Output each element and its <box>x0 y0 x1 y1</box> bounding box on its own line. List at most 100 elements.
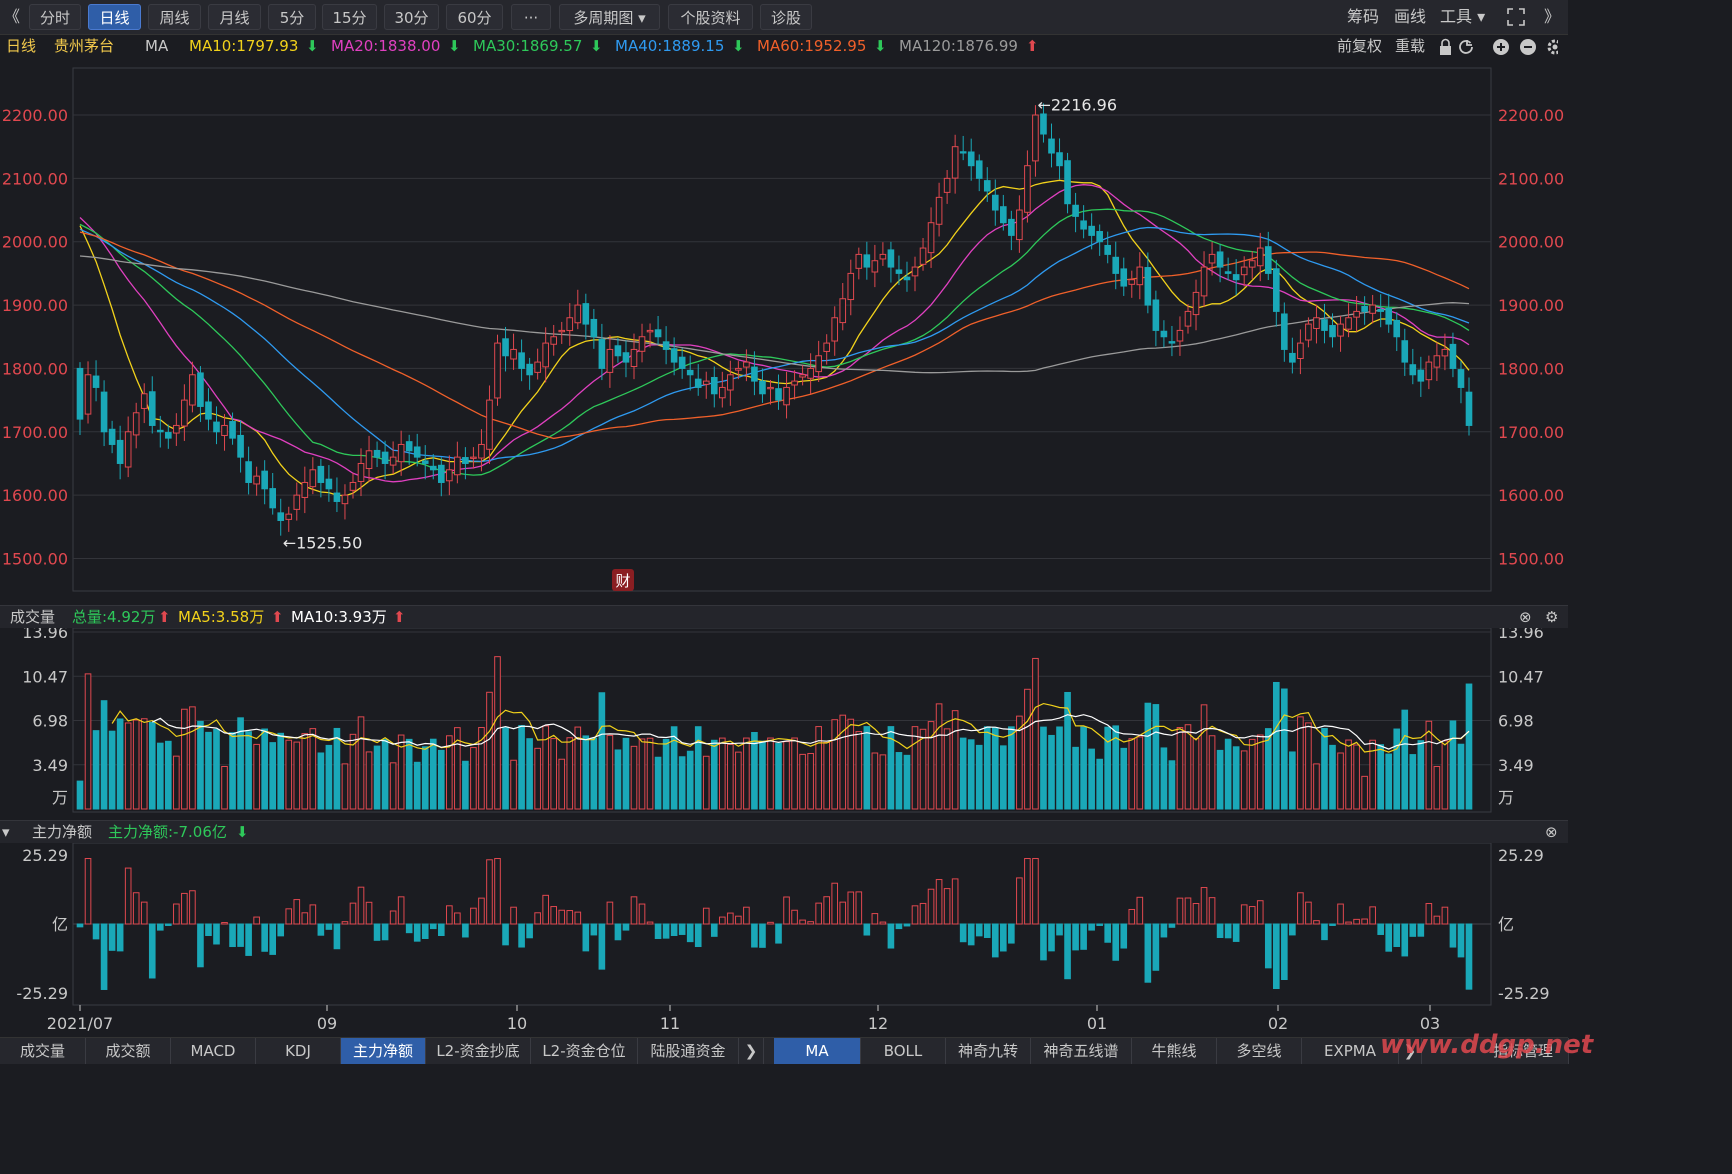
netflow-bar-in <box>1433 915 1441 925</box>
candle-down <box>1056 152 1063 167</box>
volume-bar-down <box>1168 760 1176 810</box>
indicator-name[interactable]: MA <box>145 37 169 55</box>
chevron-right-icon[interactable]: ❯ <box>739 1038 764 1064</box>
volume-bar-up <box>470 747 477 810</box>
tab-kdj[interactable]: KDJ <box>256 1038 341 1064</box>
period-tab-30min[interactable]: 30分 <box>384 4 439 30</box>
tab-main-netflow[interactable]: 主力净额 <box>341 1038 426 1064</box>
volume-bar-down <box>197 720 204 810</box>
candle-up <box>1425 361 1433 381</box>
tab-l2-position[interactable]: L2-资金仓位 <box>531 1038 638 1064</box>
volume-bar-down <box>1329 744 1336 810</box>
candle-down <box>148 391 156 426</box>
candlestick-chart[interactable]: 2200.00 2200.00 2100.00 2100.00 2000.00 2000.… <box>0 60 1568 605</box>
tab-bull-bear[interactable]: 牛熊线 <box>1132 1038 1217 1064</box>
period-tab-fenshi[interactable]: 分时 <box>29 4 81 30</box>
lock-icon[interactable] <box>1440 38 1451 56</box>
candle-up <box>301 481 309 498</box>
volume-bar-up <box>823 741 830 810</box>
tab-expma[interactable]: EXPMA <box>1302 1038 1399 1064</box>
volume-bar-up <box>494 656 501 810</box>
close-icon[interactable]: ⊗ <box>1519 608 1532 626</box>
netflow-bar-in <box>1425 903 1433 925</box>
tab-ma[interactable]: MA <box>774 1038 861 1064</box>
netflow-bar-out <box>1385 923 1393 952</box>
period-tab-5min[interactable]: 5分 <box>268 4 316 30</box>
volume-bar-up <box>309 728 317 810</box>
netflow-bar-out <box>229 923 236 948</box>
candle-up <box>181 399 188 427</box>
chips-button[interactable]: 筹码 <box>1347 7 1380 26</box>
y-tick-label-left: 1600.00 <box>2 486 68 505</box>
tab-magic-five[interactable]: 神奇五线谱 <box>1031 1038 1132 1064</box>
tab-long-short[interactable]: 多空线 <box>1217 1038 1302 1064</box>
candle-up <box>1369 304 1376 314</box>
tab-turnover[interactable]: 成交额 <box>86 1038 171 1064</box>
tab-l2-bottom[interactable]: L2-资金抄底 <box>426 1038 531 1064</box>
candle-down <box>590 318 598 338</box>
zoom-in-icon[interactable] <box>1493 39 1509 55</box>
forward-icon[interactable]: 》 <box>1544 7 1561 26</box>
settings-icon[interactable]: ⚙ <box>1545 608 1559 626</box>
tab-boll[interactable]: BOLL <box>861 1038 946 1064</box>
period-tab-60min[interactable]: 60分 <box>446 4 503 30</box>
volume-bar-up <box>839 714 847 810</box>
candle-down <box>1289 352 1296 363</box>
candle-down <box>975 160 983 179</box>
candle-down <box>116 439 124 464</box>
zoom-out-icon[interactable] <box>1520 39 1536 55</box>
undo-icon[interactable] <box>1459 40 1473 54</box>
chevron-right-icon[interactable]: ❯ <box>1399 1038 1422 1064</box>
period-tab-15min[interactable]: 15分 <box>322 4 377 30</box>
netflow-bar-in <box>1240 904 1248 925</box>
tab-volume[interactable]: 成交量 <box>0 1038 86 1064</box>
x-tick-label: 01 <box>1087 1014 1107 1033</box>
candle-down <box>759 380 766 395</box>
tab-macd[interactable]: MACD <box>171 1038 256 1064</box>
expand-icon[interactable] <box>1506 7 1526 27</box>
stock-name[interactable]: 贵州茅台 <box>54 37 115 55</box>
adjust-button[interactable]: 前复权 <box>1337 37 1383 55</box>
volume-bar-down <box>1409 754 1417 810</box>
period-tab-daily[interactable]: 日线 <box>88 4 141 30</box>
netflow-bar-out <box>670 923 678 937</box>
stock-profile-button[interactable]: 个股资料 <box>668 4 753 30</box>
netflow-bar-out <box>462 923 469 938</box>
arrow-down-icon: ⬇ <box>874 37 887 55</box>
volume-bar-down <box>405 738 413 810</box>
close-icon[interactable]: ⊗ <box>1545 823 1558 841</box>
volume-bar-down <box>1385 753 1393 810</box>
candle-down <box>413 446 421 458</box>
candle-down <box>526 363 533 376</box>
more-button[interactable]: ··· <box>511 4 551 30</box>
tab-magic-nine[interactable]: 神奇九转 <box>946 1038 1031 1064</box>
back-icon[interactable]: 《 <box>4 7 21 26</box>
tools-dropdown[interactable]: 工具 ▾ <box>1440 7 1486 26</box>
volume-bar-down <box>108 730 116 810</box>
multi-period-dropdown[interactable]: 多周期图 ▾ <box>559 4 660 30</box>
period-tab-weekly[interactable]: 周线 <box>148 4 201 30</box>
volume-title[interactable]: 成交量 <box>10 608 56 626</box>
tab-hk-connect[interactable]: 陆股通资金 <box>638 1038 739 1064</box>
period-tab-monthly[interactable]: 月线 <box>208 4 261 30</box>
diagnose-button[interactable]: 诊股 <box>760 4 812 30</box>
volume-unit-right: 万 <box>1498 788 1514 807</box>
netflow-bar-out <box>863 923 871 936</box>
reload-button[interactable]: 重载 <box>1395 37 1426 55</box>
draw-line-button[interactable]: 画线 <box>1394 7 1427 26</box>
candle-down <box>1409 364 1417 376</box>
volume-chart[interactable]: 13.96 13.96 10.47 10.47 6.98 6.98 3.49 3.49 万 万 <box>0 628 1568 818</box>
candle-down <box>582 303 590 325</box>
candle-down <box>277 512 285 521</box>
settings-icon[interactable] <box>1547 39 1558 55</box>
volume-bar-down <box>148 721 156 810</box>
volume-bar-up <box>1248 738 1256 810</box>
netflow-title[interactable]: 主力净额 <box>32 823 93 841</box>
x-tick-label: 10 <box>507 1014 527 1033</box>
tab-indicator-manage[interactable]: 指标管理 <box>1478 1038 1569 1064</box>
candle-down <box>1393 319 1401 338</box>
netflow-chart[interactable]: 25.29 亿 -25.29 25.29 亿 -25.29 2021/07 09 10 11 12 0… <box>0 843 1568 1037</box>
collapse-icon[interactable]: ▾ <box>2 823 10 841</box>
candle-up <box>807 367 814 379</box>
netflow-bar-out <box>686 923 694 943</box>
